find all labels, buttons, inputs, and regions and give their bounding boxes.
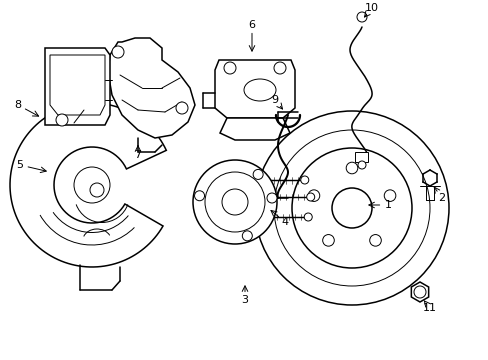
Circle shape (253, 170, 263, 179)
Text: 5: 5 (17, 160, 23, 170)
Circle shape (222, 189, 247, 215)
Circle shape (266, 193, 276, 203)
Text: 7: 7 (134, 150, 141, 160)
Text: 10: 10 (364, 3, 378, 13)
Polygon shape (45, 48, 110, 125)
Text: 11: 11 (422, 303, 436, 313)
Circle shape (90, 183, 104, 197)
Circle shape (74, 167, 110, 203)
Circle shape (300, 176, 308, 184)
Text: 4: 4 (281, 217, 288, 227)
Polygon shape (215, 60, 294, 118)
Text: 6: 6 (248, 20, 255, 30)
Circle shape (307, 190, 319, 202)
Circle shape (346, 162, 357, 174)
Polygon shape (220, 118, 289, 140)
Circle shape (56, 114, 68, 126)
Circle shape (176, 102, 187, 114)
Polygon shape (108, 38, 195, 138)
Polygon shape (354, 152, 367, 162)
Circle shape (194, 191, 204, 201)
Text: 1: 1 (384, 200, 391, 210)
Circle shape (304, 213, 312, 221)
Circle shape (306, 193, 314, 201)
Text: 9: 9 (271, 95, 278, 105)
Circle shape (254, 111, 448, 305)
Text: 8: 8 (15, 100, 21, 110)
Polygon shape (410, 282, 428, 302)
Circle shape (242, 231, 252, 241)
Ellipse shape (244, 79, 275, 101)
Polygon shape (50, 55, 105, 115)
Circle shape (369, 235, 381, 246)
Text: 3: 3 (241, 295, 248, 305)
Text: 2: 2 (438, 193, 445, 203)
Circle shape (112, 46, 124, 58)
Circle shape (273, 130, 429, 286)
Circle shape (204, 172, 264, 232)
Circle shape (356, 12, 366, 22)
Polygon shape (10, 103, 166, 267)
Circle shape (273, 62, 285, 74)
Circle shape (224, 62, 236, 74)
Circle shape (193, 160, 276, 244)
Circle shape (322, 235, 334, 246)
Circle shape (384, 190, 395, 202)
Circle shape (331, 188, 371, 228)
Circle shape (291, 148, 411, 268)
Circle shape (357, 161, 365, 169)
Circle shape (413, 286, 425, 298)
